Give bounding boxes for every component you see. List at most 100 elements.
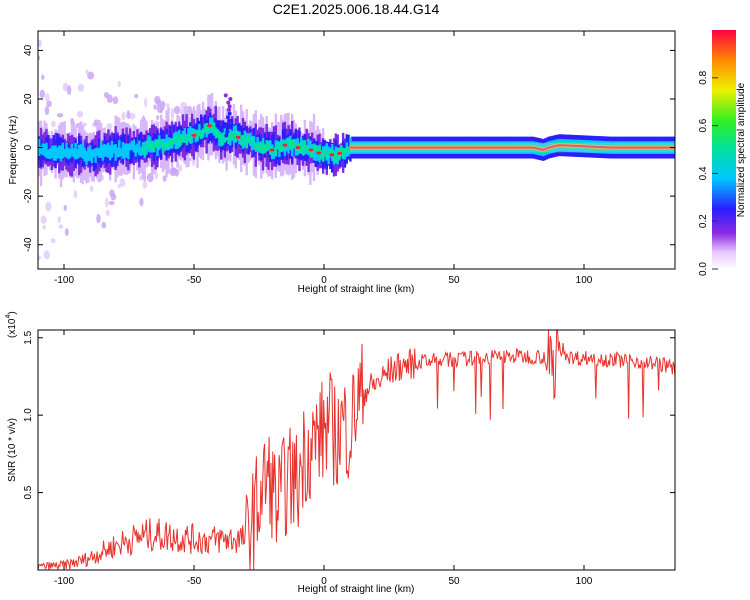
- spectral-cell: [477, 146, 480, 149]
- spectral-cell: [623, 146, 626, 149]
- spectral-cell: [539, 148, 542, 151]
- spectral-cell: [493, 146, 497, 149]
- spectral-cell: [43, 143, 46, 157]
- spectral-cell: [655, 146, 659, 149]
- noise-blob: [105, 209, 110, 216]
- spectral-cell: [256, 136, 259, 149]
- noise-blob: [64, 228, 69, 237]
- spectral-cell: [481, 146, 484, 149]
- colorbar-tick-label: 0.8: [698, 70, 709, 84]
- spectral-cell: [345, 146, 349, 152]
- noise-blob: [101, 221, 107, 229]
- spectral-cell: [236, 131, 240, 139]
- spectral-cell: [99, 141, 103, 158]
- snr-scale-exponent: 4: [5, 315, 12, 319]
- spectral-cell: [428, 146, 431, 149]
- spectral-cell: [108, 145, 112, 161]
- spectral-cell: [325, 152, 329, 159]
- spike-cell: [227, 118, 232, 123]
- spectral-cell: [334, 146, 338, 159]
- spectral-cell: [408, 146, 411, 149]
- spectral-cell: [61, 142, 65, 159]
- spectral-cell: [158, 139, 161, 145]
- y-tick-label: 1.0: [23, 408, 34, 422]
- spectral-cell: [116, 147, 119, 158]
- spectral-cell: [646, 146, 650, 149]
- spectral-cell: [103, 143, 106, 157]
- spectral-cell: [641, 146, 644, 149]
- noise-blob: [39, 89, 45, 99]
- spectral-cell: [475, 146, 478, 149]
- spectral-cell: [442, 146, 446, 149]
- noise-blob: [51, 120, 56, 128]
- spectral-cell: [293, 138, 296, 149]
- spectral-cell: [67, 147, 70, 160]
- spectral-cell: [486, 146, 489, 149]
- x-tick-label: -50: [187, 275, 202, 286]
- snr-scale-prefix: (x10: [7, 318, 18, 338]
- noise-blob: [57, 216, 61, 224]
- spectral-cell: [125, 143, 128, 158]
- spectrogram-frame: [37, 30, 676, 270]
- spectral-cell: [151, 140, 154, 150]
- snr-x-label: Height of straight line (km): [298, 584, 415, 595]
- spectral-cell: [562, 144, 566, 147]
- spectral-cell: [526, 146, 529, 149]
- spike-cell: [227, 111, 232, 116]
- spectral-cell: [52, 145, 55, 161]
- spectral-cell: [419, 146, 422, 149]
- spectral-cell: [152, 143, 156, 153]
- spectral-cell: [455, 146, 458, 149]
- spectral-cell: [373, 146, 377, 149]
- spectral-cell: [501, 146, 504, 149]
- spectral-cell: [488, 146, 491, 149]
- noise-blob: [45, 93, 50, 102]
- spectral-cell: [582, 145, 586, 148]
- spectral-cell: [154, 139, 158, 148]
- spectrogram-y-ticks: -40 -20 0 20 40: [23, 44, 675, 252]
- spectral-cell: [70, 143, 74, 157]
- spectral-cell: [313, 143, 316, 153]
- spectral-cell: [278, 145, 281, 158]
- spectral-cell: [47, 135, 50, 162]
- spectral-cell: [112, 144, 116, 154]
- spectral-cell: [453, 146, 457, 149]
- spectral-cell: [132, 139, 136, 153]
- spectral-cell: [78, 144, 81, 158]
- spectral-cell: [156, 140, 159, 148]
- spectral-cell: [63, 148, 66, 157]
- spectral-cell: [431, 146, 435, 149]
- spectral-cell: [200, 131, 203, 139]
- noise-blob: [66, 85, 72, 96]
- spectral-cell: [513, 146, 517, 149]
- spectral-cell: [601, 146, 604, 149]
- spectral-cell: [238, 135, 241, 145]
- spectral-cell: [491, 146, 495, 149]
- spectral-cell: [340, 146, 343, 157]
- noise-blob: [44, 106, 50, 115]
- spike-cell: [225, 129, 230, 134]
- spectral-cell: [72, 148, 75, 158]
- spectral-cell: [648, 146, 651, 149]
- spectral-cell: [107, 142, 110, 158]
- spectral-cell: [426, 146, 429, 149]
- spectral-cell: [202, 128, 205, 137]
- spectral-cell: [557, 144, 560, 147]
- spectral-cell: [212, 122, 216, 130]
- spectral-cell: [504, 146, 508, 149]
- spectral-cell: [663, 146, 666, 149]
- peak-dot: [329, 153, 335, 157]
- spectral-cell: [183, 134, 187, 143]
- spectral-cell: [344, 147, 347, 155]
- spectral-cell: [404, 146, 407, 149]
- spectral-cell: [198, 130, 201, 136]
- noise-blob: [89, 185, 94, 192]
- spectral-cell: [114, 144, 117, 161]
- spectral-cell: [312, 146, 316, 161]
- spectral-cell: [417, 146, 420, 149]
- spectral-cell: [129, 141, 132, 164]
- spectral-cell: [490, 146, 493, 149]
- spectral-cell: [451, 146, 455, 149]
- spectral-cell: [441, 146, 444, 149]
- spectral-cell: [180, 134, 183, 143]
